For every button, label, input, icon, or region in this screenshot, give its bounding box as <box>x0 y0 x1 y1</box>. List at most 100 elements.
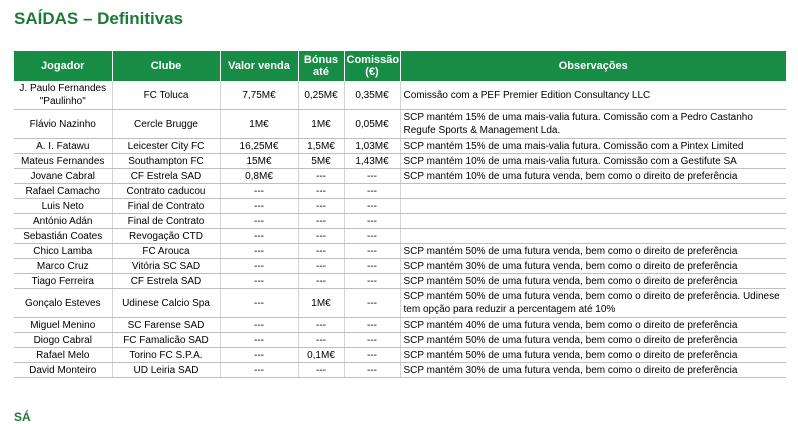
cell-bonus: --- <box>298 362 345 378</box>
cell-observacoes: SCP mantém 30% de uma futura venda, bem … <box>400 362 786 378</box>
cell-bonus: --- <box>298 198 345 214</box>
cell-valor-venda: --- <box>220 347 299 363</box>
cell-observacoes: SCP mantém 50% de uma futura venda, bem … <box>400 288 786 318</box>
table-row: A. I. Fatawu Leicester City FC 16,25M€ 1,5M… <box>14 138 786 154</box>
table-row: Sebastián Coates Revogação CTD --- --- --- <box>14 228 786 244</box>
table-row: Marco Cruz Vitória SC SAD --- --- --- SCP man… <box>14 258 786 274</box>
cell-clube: SC Farense SAD <box>112 317 221 333</box>
cell-bonus: --- <box>298 332 345 348</box>
cell-observacoes: SCP mantém 50% de uma futura venda, bem … <box>400 273 786 289</box>
cell-comissao: --- <box>344 168 401 184</box>
cell-clube: FC Famalicão SAD <box>112 332 221 348</box>
cell-observacoes: SCP mantém 15% de uma mais-valia futura.… <box>400 138 786 154</box>
cell-clube: Final de Contrato <box>112 198 221 214</box>
cell-clube: Contrato caducou <box>112 183 221 199</box>
cell-valor-venda: --- <box>220 362 299 378</box>
saidas-table: Jogador Clube Valor venda Bónus até Comi… <box>14 51 786 378</box>
cell-clube: Cercle Brugge <box>112 109 221 139</box>
cell-comissao: --- <box>344 228 401 244</box>
table-row: David Monteiro UD Leiria SAD --- --- --- SCP … <box>14 362 786 378</box>
cell-jogador: Miguel Menino <box>14 317 113 333</box>
table-body: J. Paulo Fernandes "Paulinho" FC Toluca 7,… <box>14 81 786 378</box>
cell-comissao: --- <box>344 213 401 229</box>
cell-observacoes: SCP mantém 30% de uma futura venda, bem … <box>400 258 786 274</box>
cell-valor-venda: --- <box>220 243 299 259</box>
header-jogador: Jogador <box>14 51 113 81</box>
table-header-row: Jogador Clube Valor venda Bónus até Comi… <box>14 51 786 81</box>
cell-jogador: Marco Cruz <box>14 258 113 274</box>
cell-jogador: Chico Lamba <box>14 243 113 259</box>
table-row: Rafael Melo Torino FC S.P.A. --- 0,1M€ --- SC… <box>14 347 786 363</box>
cell-bonus: 5M€ <box>298 153 345 169</box>
cell-observacoes <box>400 228 786 244</box>
cell-valor-venda: 16,25M€ <box>220 138 299 154</box>
cell-jogador: Rafael Melo <box>14 347 113 363</box>
cell-jogador: Flávio Nazinho <box>14 109 113 139</box>
table-row: Jovane Cabral CF Estrela SAD 0,8M€ --- --- SC… <box>14 168 786 184</box>
cell-bonus: --- <box>298 243 345 259</box>
table-row: Gonçalo Esteves Udinese Calcio Spa --- 1M€ -… <box>14 288 786 318</box>
cell-clube: Revogação CTD <box>112 228 221 244</box>
cell-jogador: Sebastián Coates <box>14 228 113 244</box>
cell-observacoes: SCP mantém 15% de uma mais-valia futura.… <box>400 109 786 139</box>
cell-jogador: Jovane Cabral <box>14 168 113 184</box>
table-row: António Adán Final de Contrato --- --- --- <box>14 213 786 229</box>
cell-bonus: 1,5M€ <box>298 138 345 154</box>
cell-clube: UD Leiria SAD <box>112 362 221 378</box>
cell-valor-venda: 7,75M€ <box>220 81 299 110</box>
cell-comissao: 1,43M€ <box>344 153 401 169</box>
header-clube: Clube <box>112 51 221 81</box>
cell-valor-venda: --- <box>220 213 299 229</box>
table-row: Tiago Ferreira CF Estrela SAD --- --- --- SCP… <box>14 273 786 289</box>
table-row: Luis Neto Final de Contrato --- --- --- <box>14 198 786 214</box>
cell-clube: Leicester City FC <box>112 138 221 154</box>
cell-jogador: Rafael Camacho <box>14 183 113 199</box>
cell-comissao: --- <box>344 183 401 199</box>
cell-observacoes: SCP mantém 10% de uma mais-valia futura.… <box>400 153 786 169</box>
header-comissao: Comissão (€) <box>344 51 401 81</box>
cell-clube: Udinese Calcio Spa <box>112 288 221 318</box>
cell-comissao: 0,05M€ <box>344 109 401 139</box>
cell-jogador: Tiago Ferreira <box>14 273 113 289</box>
cell-valor-venda: --- <box>220 198 299 214</box>
header-observacoes: Observações <box>400 51 786 81</box>
page-title: SAÍDAS – Definitivas <box>14 9 184 28</box>
cell-jogador: J. Paulo Fernandes "Paulinho" <box>14 81 113 110</box>
cell-comissao: --- <box>344 288 401 318</box>
cell-clube: Final de Contrato <box>112 213 221 229</box>
cell-observacoes: SCP mantém 50% de uma futura venda, bem … <box>400 243 786 259</box>
cell-valor-venda: --- <box>220 332 299 348</box>
table-row: Chico Lamba FC Arouca --- --- --- SCP mantém … <box>14 243 786 259</box>
cell-clube: FC Arouca <box>112 243 221 259</box>
cell-comissao: --- <box>344 258 401 274</box>
cell-clube: Vitória SC SAD <box>112 258 221 274</box>
cell-observacoes <box>400 198 786 214</box>
cell-bonus: 0,1M€ <box>298 347 345 363</box>
cell-observacoes: SCP mantém 10% de uma futura venda, bem … <box>400 168 786 184</box>
cell-bonus: --- <box>298 273 345 289</box>
cell-clube: Southampton FC <box>112 153 221 169</box>
cell-valor-venda: 0,8M€ <box>220 168 299 184</box>
cell-jogador: Luis Neto <box>14 198 113 214</box>
cell-bonus: --- <box>298 258 345 274</box>
cell-bonus: --- <box>298 228 345 244</box>
table-row: Miguel Menino SC Farense SAD --- --- --- SCP … <box>14 317 786 333</box>
cell-jogador: David Monteiro <box>14 362 113 378</box>
saidas-table-container: Jogador Clube Valor venda Bónus até Comi… <box>14 51 786 378</box>
cell-bonus: --- <box>298 317 345 333</box>
cell-valor-venda: --- <box>220 288 299 318</box>
cell-bonus: --- <box>298 168 345 184</box>
cell-comissao: --- <box>344 347 401 363</box>
cell-clube: Torino FC S.P.A. <box>112 347 221 363</box>
cell-valor-venda: --- <box>220 317 299 333</box>
cell-jogador: Gonçalo Esteves <box>14 288 113 318</box>
table-row: Flávio Nazinho Cercle Brugge 1M€ 1M€ 0,05M€ S… <box>14 109 786 139</box>
cell-jogador: Mateus Fernandes <box>14 153 113 169</box>
cell-valor-venda: --- <box>220 183 299 199</box>
table-row: J. Paulo Fernandes "Paulinho" FC Toluca 7,… <box>14 81 786 110</box>
cell-comissao: --- <box>344 332 401 348</box>
header-valor-venda: Valor venda <box>220 51 299 81</box>
cell-clube: CF Estrela SAD <box>112 168 221 184</box>
cell-observacoes <box>400 213 786 229</box>
cell-comissao: --- <box>344 317 401 333</box>
